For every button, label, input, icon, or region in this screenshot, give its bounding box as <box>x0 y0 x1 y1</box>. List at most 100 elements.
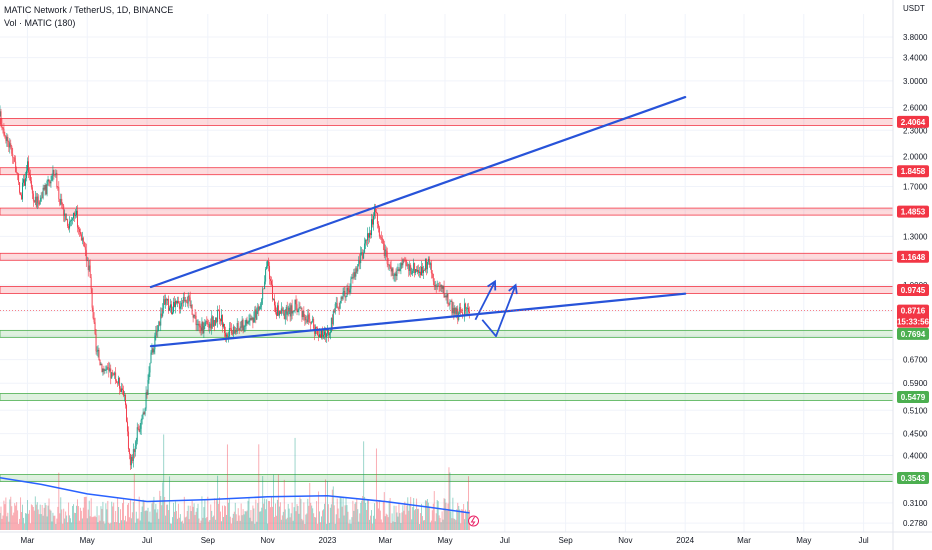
volume-bar <box>206 516 208 530</box>
candle-body <box>13 157 15 159</box>
volume-bar <box>398 503 400 530</box>
candle-body <box>136 427 138 442</box>
volume-bar <box>80 510 82 530</box>
volume-bar <box>355 502 357 530</box>
candle-body <box>18 173 20 183</box>
candle-body <box>33 200 35 203</box>
candle-body <box>15 161 17 172</box>
volume-bar <box>300 499 302 530</box>
candle-body <box>29 174 31 181</box>
volume-bar <box>423 520 424 530</box>
volume-bar <box>454 519 456 530</box>
volume-bar <box>125 515 126 530</box>
candle-body <box>177 301 179 304</box>
volume-bar <box>340 497 342 530</box>
volume-bar <box>357 509 359 530</box>
volume-bar <box>367 499 369 530</box>
volume-bar <box>421 503 422 530</box>
candle-body <box>268 261 270 266</box>
candle-body <box>468 307 470 312</box>
candle-body <box>186 301 188 304</box>
volume-bar <box>274 503 276 530</box>
volume-bar <box>45 505 47 530</box>
candle-body <box>38 202 40 205</box>
candle-body <box>350 278 352 289</box>
volume-bar <box>423 520 425 530</box>
symbol-title[interactable]: MATIC Network / TetherUS, 1D, BINANCE <box>4 5 174 15</box>
candle-body <box>163 299 165 309</box>
candle-body <box>157 325 159 332</box>
volume-bar <box>225 514 227 530</box>
volume-bar <box>107 500 109 530</box>
candle-body <box>324 331 326 338</box>
volume-bar <box>433 491 435 530</box>
candle-body <box>19 182 21 193</box>
candle-body <box>76 210 77 216</box>
volume-bar <box>22 504 23 530</box>
volume-bar <box>314 516 316 530</box>
volume-bar <box>280 519 282 530</box>
candle-body <box>446 293 448 298</box>
volume-bar <box>42 515 44 530</box>
candle-body <box>61 198 63 205</box>
candle-body <box>342 292 344 299</box>
candle-body <box>175 300 177 304</box>
volume-bar <box>297 505 299 530</box>
candle-body <box>191 304 193 315</box>
volume-bar <box>244 511 246 530</box>
time-axis[interactable]: Mar May Jul Sep Nov 2023 Mar May Jul Sep Nov 2024 Ma… <box>0 531 932 545</box>
candle-body <box>122 388 123 391</box>
volume-bar <box>131 512 133 530</box>
volume-bar <box>322 510 323 530</box>
candle-body <box>92 307 94 319</box>
volume-bar <box>387 517 389 530</box>
candle-body <box>438 285 440 287</box>
volume-indicator-label[interactable]: Vol · MATIC (180) <box>4 18 76 28</box>
candle-body <box>225 332 226 337</box>
candle-body <box>354 272 356 277</box>
volume-bar <box>232 513 234 530</box>
volume-bar <box>21 512 23 530</box>
candle-body <box>451 300 453 314</box>
candles <box>0 105 470 470</box>
volume-bar <box>222 505 223 530</box>
candle-body <box>370 232 371 235</box>
time-tick-label: May <box>80 536 95 545</box>
volume-bar <box>332 486 334 530</box>
candle-body <box>367 233 369 241</box>
projection-retest-arrowhead <box>508 283 518 295</box>
lower-trendline <box>149 292 687 348</box>
candle-body <box>235 330 237 332</box>
candle-body <box>164 299 166 305</box>
volume-bar <box>93 516 95 530</box>
volume-bar <box>260 511 262 530</box>
volume-bar <box>327 504 329 530</box>
price-axis[interactable]: USDT 3.8000 3.4000 3.0000 2.6000 2.3000 2.0000… <box>892 0 928 550</box>
volume-bar <box>205 518 207 530</box>
candle-body <box>39 201 41 205</box>
candle-body <box>115 372 117 381</box>
candle-body <box>309 319 311 323</box>
candle-body <box>137 427 139 430</box>
candle-body <box>103 368 105 371</box>
candle-body <box>289 307 291 317</box>
candle-body <box>249 318 251 321</box>
volume-bar <box>415 508 417 530</box>
volume-bar <box>126 521 127 530</box>
volume-bar <box>279 502 281 530</box>
volume-bar <box>264 498 266 530</box>
volume-bar <box>448 467 450 530</box>
price-tags: 2.4064 1.8458 1.4853 1.1648 0.9745 0.7694 0.54… <box>0 115 930 527</box>
candle-body <box>281 308 283 311</box>
volume-bar <box>220 511 222 530</box>
volume-bar <box>299 497 301 530</box>
volume-bar <box>75 512 76 530</box>
drawings[interactable] <box>149 95 687 348</box>
candle-body <box>341 297 343 299</box>
candle-body <box>9 143 11 148</box>
candle-body <box>194 315 196 317</box>
volume-bar <box>289 517 291 530</box>
time-tick-label: 2024 <box>676 536 694 545</box>
volume-bar <box>401 512 403 530</box>
